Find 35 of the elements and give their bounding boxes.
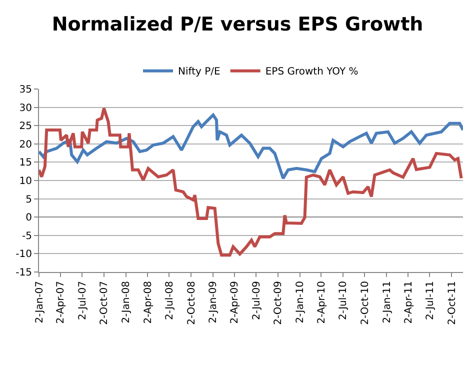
x-tick-label: 2-Jul-09 bbox=[251, 281, 262, 320]
chart-title: Normalized P/E versus EPS Growth bbox=[52, 13, 424, 36]
x-tick-label: 2-Apr-10 bbox=[316, 281, 328, 324]
x-tick-label: 2-Oct-09 bbox=[273, 281, 284, 325]
x-tick-label: 2-Apr-09 bbox=[230, 281, 241, 324]
x-tick-label: 2-Jan-08 bbox=[121, 281, 132, 324]
x-tick-label: 2-Oct-08 bbox=[186, 281, 198, 325]
x-tick-label: 2-Jul-10 bbox=[338, 281, 350, 320]
y-tick-label: 20 bbox=[19, 139, 32, 150]
y-tick-label: 30 bbox=[19, 102, 32, 114]
line-series bbox=[39, 113, 463, 180]
x-tick-label: 2-Jul-08 bbox=[164, 281, 176, 320]
x-tick-label: 2-Oct-07 bbox=[99, 281, 110, 325]
x-tick-label: 2-Apr-07 bbox=[56, 281, 67, 324]
y-tick-label: -15 bbox=[16, 268, 32, 278]
x-tick-label: 2-Jul-07 bbox=[77, 281, 88, 320]
legend-label: Nifty P/E bbox=[178, 66, 220, 78]
x-tick-label: 2-Oct-10 bbox=[360, 281, 371, 325]
x-tick-label: 2-Jan-10 bbox=[295, 281, 306, 324]
y-tick-label: 35 bbox=[19, 84, 32, 96]
x-tick-label: 2-Jan-09 bbox=[208, 281, 220, 324]
y-tick-label: 0 bbox=[26, 212, 32, 224]
y-tick-label: 25 bbox=[19, 121, 32, 132]
x-tick-label: 2-Jan-07 bbox=[34, 281, 46, 324]
x-tick-label: 2-Jul-11 bbox=[424, 281, 436, 320]
y-tick-label: 15 bbox=[19, 158, 32, 169]
y-tick-label: -5 bbox=[22, 230, 32, 242]
legend-label: EPS Growth YOY % bbox=[265, 66, 358, 78]
y-tick-label: -10 bbox=[16, 249, 32, 260]
x-tick-label: 2-Apr-08 bbox=[142, 281, 154, 324]
y-tick-label: 5 bbox=[26, 194, 32, 206]
x-tick-label: 2-Jan-11 bbox=[382, 281, 393, 324]
x-tick-label: 2-Apr-11 bbox=[403, 281, 414, 324]
y-tick-label: 10 bbox=[19, 176, 32, 187]
x-tick-label: 2-Oct-11 bbox=[446, 281, 458, 325]
